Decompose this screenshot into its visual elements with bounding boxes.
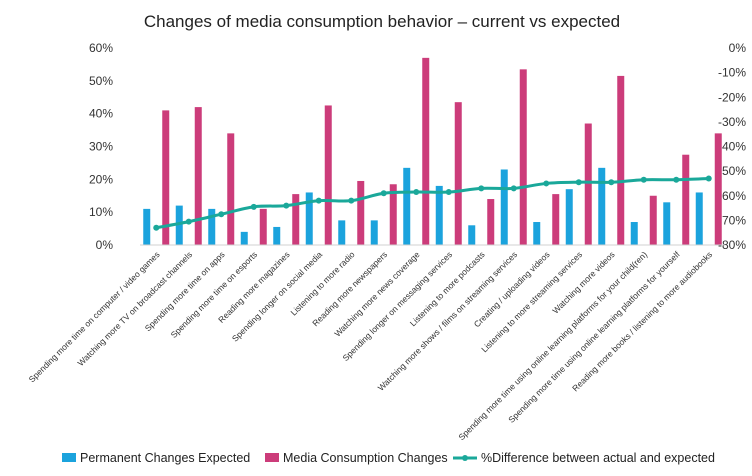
bar-media-consumption-changes — [454, 102, 462, 245]
bar-permanent-changes-expected — [598, 167, 606, 245]
bar-permanent-changes-expected — [468, 225, 476, 245]
bar-media-consumption-changes — [649, 195, 657, 245]
difference-line-point — [283, 202, 290, 209]
bar-media-consumption-changes — [487, 199, 495, 245]
bar-media-consumption-changes — [389, 184, 397, 245]
difference-line-point — [510, 185, 517, 192]
difference-line-point — [315, 197, 322, 204]
bar-media-consumption-changes — [194, 107, 202, 245]
legend-marker-difference — [462, 455, 468, 461]
bar-media-consumption-changes — [357, 180, 365, 245]
category-label: Watching more TV on broadcast channels — [76, 249, 195, 368]
left-tick-label: 60% — [89, 41, 113, 55]
legend-label-media: Media Consumption Changes — [283, 451, 448, 465]
right-tick-label: -50% — [718, 164, 746, 178]
left-tick-label: 20% — [89, 172, 113, 186]
bar-media-consumption-changes — [519, 69, 527, 245]
bar-permanent-changes-expected — [663, 202, 671, 245]
legend-label-difference: %Difference between actual and expected — [481, 451, 715, 465]
legend-swatch-permanent — [62, 453, 76, 462]
right-tick-label: -60% — [718, 189, 746, 203]
difference-line-point — [153, 224, 160, 231]
right-axis: 0% -10% -20% -30% -40% -50% -60% -70% -80% — [718, 41, 746, 252]
difference-line — [153, 175, 712, 231]
right-tick-label: -80% — [718, 238, 746, 252]
bar-permanent-changes-expected — [338, 220, 346, 245]
difference-line-point — [445, 189, 452, 196]
category-label: Listening to more radio — [288, 249, 356, 317]
bar-permanent-changes-expected — [435, 185, 443, 245]
difference-line-point — [348, 197, 355, 204]
difference-line-point — [218, 211, 225, 218]
left-tick-label: 50% — [89, 74, 113, 88]
bar-media-consumption-changes — [259, 208, 267, 245]
bar-permanent-changes-expected — [500, 169, 508, 245]
bar-media-consumption-changes — [617, 75, 625, 246]
bar-media-consumption-changes — [324, 105, 332, 245]
left-tick-label: 0% — [96, 238, 114, 252]
difference-line-point — [413, 189, 420, 196]
bar-media-consumption-changes — [227, 133, 235, 245]
legend: Permanent Changes Expected Media Consumpt… — [62, 451, 715, 465]
bar-permanent-changes-expected — [208, 208, 216, 245]
category-labels: Spending more time on computer / video g… — [27, 249, 715, 442]
bar-permanent-changes-expected — [175, 205, 183, 245]
bar-permanent-changes-expected — [533, 222, 541, 245]
difference-line-point — [640, 176, 647, 183]
difference-line-point — [608, 179, 615, 186]
bar-media-consumption-changes — [714, 133, 722, 245]
bar-permanent-changes-expected — [695, 192, 703, 245]
category-label: Watching more videos — [550, 249, 616, 315]
chart-title: Changes of media consumption behavior – … — [144, 12, 620, 31]
right-tick-label: -40% — [718, 140, 746, 154]
bar-media-consumption-changes — [422, 57, 430, 245]
bar-permanent-changes-expected — [630, 222, 638, 245]
bar-media-consumption-changes — [162, 110, 170, 245]
bar-permanent-changes-expected — [240, 231, 248, 245]
difference-line-point — [543, 180, 550, 187]
left-tick-label: 30% — [89, 140, 113, 154]
legend-swatch-media — [265, 453, 279, 462]
right-tick-label: -10% — [718, 66, 746, 80]
left-tick-label: 40% — [89, 107, 113, 121]
difference-line-point — [250, 203, 257, 210]
legend-label-permanent: Permanent Changes Expected — [80, 451, 250, 465]
bar-media-consumption-changes — [292, 194, 300, 245]
bar-media-consumption-changes — [584, 123, 592, 245]
difference-line-path — [155, 177, 709, 230]
bar-permanent-changes-expected — [273, 226, 281, 245]
bar-permanent-changes-expected — [305, 192, 313, 245]
category-label: Spending more time on computer / video g… — [27, 249, 162, 384]
bar-permanent-changes-expected — [143, 208, 151, 245]
right-tick-label: 0% — [729, 41, 747, 55]
right-tick-label: -30% — [718, 115, 746, 129]
difference-line-point — [575, 179, 582, 186]
left-tick-label: 10% — [89, 205, 113, 219]
bar-media-consumption-changes — [552, 194, 560, 245]
difference-line-point — [478, 185, 485, 192]
bars — [143, 57, 722, 246]
difference-line-point — [185, 218, 192, 225]
right-tick-label: -20% — [718, 90, 746, 104]
bar-permanent-changes-expected — [565, 189, 573, 245]
bar-permanent-changes-expected — [370, 220, 378, 245]
right-tick-label: -70% — [718, 213, 746, 227]
bar-permanent-changes-expected — [403, 167, 411, 245]
difference-line-point — [380, 190, 387, 197]
bar-media-consumption-changes — [682, 154, 690, 245]
difference-line-point — [705, 175, 712, 182]
left-axis: 0% 10% 20% 30% 40% 50% 60% — [89, 41, 113, 252]
difference-line-point — [673, 176, 680, 183]
